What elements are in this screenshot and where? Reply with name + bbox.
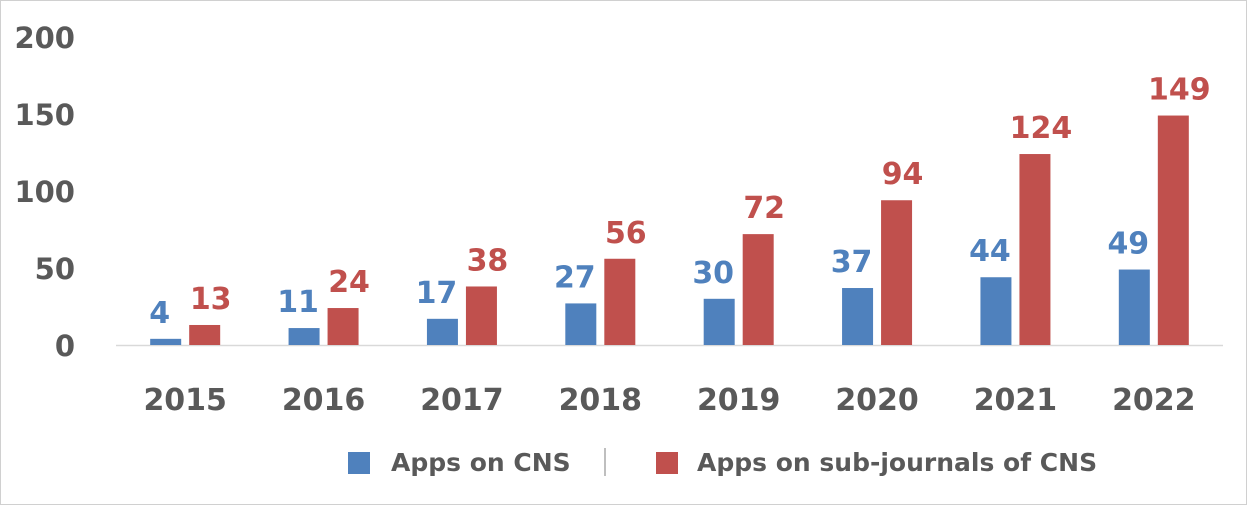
legend-swatch-cns [348,452,370,474]
bar-cns-2018 [565,303,597,345]
data-label-sub-journals-2018: 56 [605,216,647,251]
data-labels-group: 4 13 11 24 17 38 27 56 30 72 37 94 44 124 49 149 [149,73,1210,331]
data-label-sub-journals-2017: 38 [467,243,509,278]
data-label-sub-journals-2020: 94 [882,157,924,192]
bars-group [150,115,1189,345]
bar-sub-journals-2015 [189,324,221,345]
bar-cns-2017 [426,318,458,345]
bar-cns-2020 [842,288,874,345]
y-tick-label: 150 [14,98,75,132]
x-tick-label: 2021 [974,383,1058,418]
data-label-sub-journals-2019: 72 [743,191,785,226]
bar-cns-2019 [703,298,735,345]
legend-label-cns: Apps on CNS [391,448,571,477]
x-tick-label: 2015 [143,383,227,418]
data-label-sub-journals-2022: 149 [1148,73,1211,108]
data-label-cns-2017: 17 [416,276,458,311]
data-label-sub-journals-2021: 124 [1010,111,1073,146]
bar-cns-2021 [980,277,1012,345]
bar-sub-journals-2020 [881,200,913,345]
bar-sub-journals-2019 [742,234,774,345]
y-tick-label: 50 [35,252,75,286]
legend-label-sub-journals: Apps on sub-journals of CNS [697,448,1097,477]
bar-cns-2015 [150,338,182,345]
bar-sub-journals-2017 [465,286,497,345]
x-tick-label: 2020 [835,383,919,418]
x-axis: 2015 2016 2017 2018 2019 2020 2021 2022 [143,383,1195,418]
legend: Apps on CNS Apps on sub-journals of CNS [348,448,1097,477]
data-label-sub-journals-2016: 24 [328,265,370,300]
y-tick-label: 200 [14,21,75,55]
legend-swatch-sub-journals [656,452,678,474]
x-tick-label: 2017 [420,383,504,418]
data-label-sub-journals-2015: 13 [190,282,232,317]
data-label-cns-2018: 27 [554,260,596,295]
y-axis: 0 50 100 150 200 [14,21,75,363]
bar-sub-journals-2021 [1019,154,1051,345]
data-label-cns-2022: 49 [1107,227,1149,262]
x-tick-label: 2022 [1112,383,1196,418]
x-tick-label: 2016 [282,383,366,418]
bar-cns-2022 [1118,269,1150,345]
data-label-cns-2019: 30 [692,256,734,291]
x-tick-label: 2018 [559,383,643,418]
data-label-cns-2015: 4 [149,296,170,331]
bar-sub-journals-2018 [604,258,636,345]
data-label-cns-2016: 11 [277,285,319,320]
bar-sub-journals-2016 [327,308,359,345]
data-label-cns-2021: 44 [969,234,1011,269]
y-tick-label: 100 [14,175,75,209]
y-tick-label: 0 [55,329,75,363]
x-tick-label: 2019 [697,383,781,418]
bar-cns-2016 [288,328,320,345]
data-label-cns-2020: 37 [831,245,873,280]
bar-sub-journals-2022 [1157,115,1189,345]
